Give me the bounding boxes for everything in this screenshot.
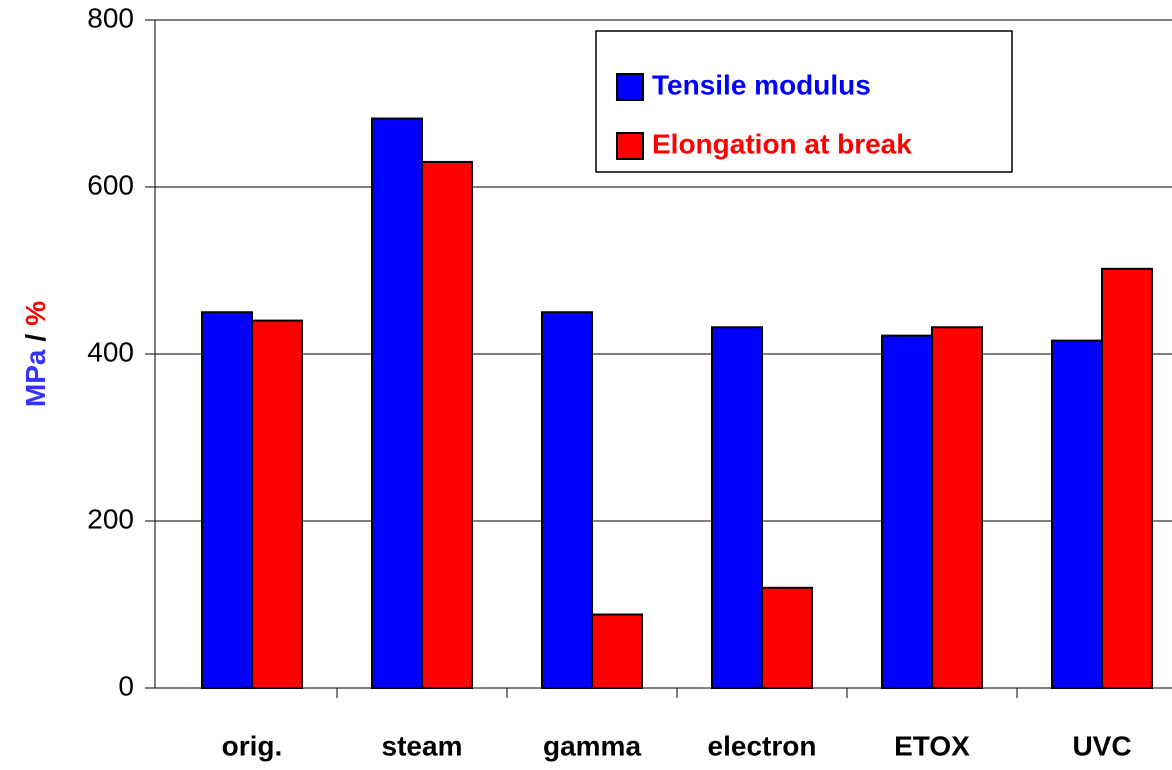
legend-label: Tensile modulus [652,69,871,100]
y-axis-label-part: / [20,334,51,342]
y-axis-label-part: % [20,301,51,326]
legend-box [595,30,1013,173]
y-tick-label: 200 [87,503,134,534]
y-tick-label: 0 [118,670,134,701]
x-tick-label: UVC [1072,730,1131,761]
bar [371,117,423,689]
bar [761,586,813,689]
bar [541,311,593,689]
y-tick-label: 800 [87,2,134,33]
bar [711,326,763,689]
bar [1101,267,1153,689]
legend-swatch [616,73,644,101]
x-tick-label: gamma [543,730,641,761]
bar [591,613,643,690]
x-tick-label: electron [708,730,817,761]
bar [201,311,253,689]
y-tick-label: 600 [87,169,134,200]
x-tick-label: steam [382,730,463,761]
legend-label: Elongation at break [652,128,912,159]
y-axis-label: MPa /% [20,301,51,407]
bar [931,326,983,689]
x-tick-label: orig. [222,730,283,761]
bar [421,160,473,689]
y-axis-label-part: MPa [20,349,51,407]
bar [1051,339,1103,689]
bar [251,319,303,689]
y-tick-label: 400 [87,336,134,367]
x-tick-label: ETOX [894,730,970,761]
bar [881,334,933,689]
legend-swatch [616,132,644,160]
